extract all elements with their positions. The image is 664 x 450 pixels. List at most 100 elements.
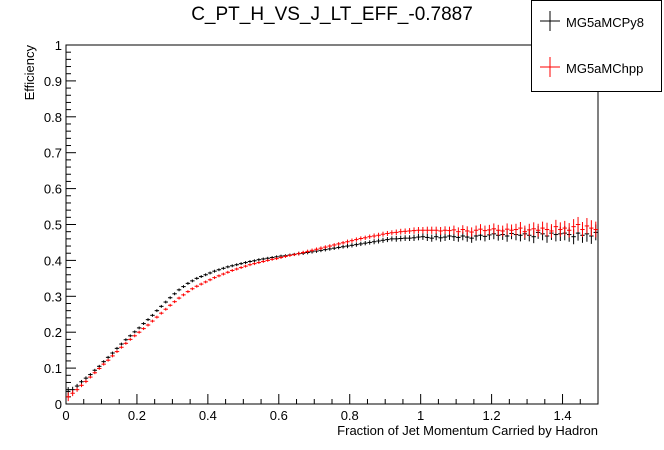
data-point xyxy=(181,285,186,289)
data-point xyxy=(367,234,372,239)
data-point xyxy=(114,350,120,354)
data-point xyxy=(150,319,155,323)
data-point xyxy=(92,371,98,375)
data-point xyxy=(535,223,541,237)
data-point xyxy=(88,373,93,376)
data-point xyxy=(349,238,355,243)
data-point xyxy=(136,326,142,330)
data-point xyxy=(167,303,173,307)
data-point xyxy=(194,276,199,280)
data-point xyxy=(252,259,257,263)
data-point xyxy=(252,262,257,266)
data-point xyxy=(74,387,80,392)
data-point xyxy=(243,264,248,268)
data-point xyxy=(256,258,262,262)
data-point xyxy=(225,270,231,274)
x-tick-label: 0.8 xyxy=(341,408,359,423)
data-point xyxy=(460,225,465,234)
data-point xyxy=(394,229,399,236)
data-point xyxy=(287,253,293,257)
data-point xyxy=(531,222,536,236)
data-point xyxy=(305,249,310,254)
data-point xyxy=(425,226,430,234)
data-point xyxy=(593,221,598,238)
data-point xyxy=(159,311,164,315)
y-tick-label: 0.1 xyxy=(44,361,62,376)
data-point xyxy=(66,392,71,402)
data-point xyxy=(114,346,120,350)
data-point xyxy=(261,260,266,263)
data-point xyxy=(190,287,195,291)
data-point xyxy=(150,313,155,317)
data-point xyxy=(500,225,505,237)
data-point xyxy=(216,268,222,272)
data-point xyxy=(97,367,102,370)
data-point xyxy=(407,235,412,242)
data-point xyxy=(411,227,417,234)
data-point xyxy=(110,354,115,358)
data-point xyxy=(145,318,151,322)
data-point xyxy=(261,257,266,261)
data-point xyxy=(340,241,346,245)
data-point xyxy=(416,233,421,241)
data-point xyxy=(199,275,204,278)
data-point xyxy=(318,246,324,250)
data-point xyxy=(473,225,479,235)
data-point xyxy=(172,300,177,304)
data-point xyxy=(336,242,341,246)
data-point xyxy=(221,272,226,276)
data-point xyxy=(371,239,377,245)
data-point xyxy=(221,266,226,270)
data-point xyxy=(154,309,160,313)
data-point xyxy=(371,233,377,239)
data-point xyxy=(478,224,483,235)
data-point xyxy=(79,383,84,388)
data-point xyxy=(190,279,195,283)
legend: MG5aMCPy8 MG5aMChpp xyxy=(531,0,662,92)
x-tick-label: 0 xyxy=(62,408,69,423)
data-point xyxy=(522,225,528,238)
data-point xyxy=(349,243,355,248)
data-point xyxy=(465,226,470,236)
data-point xyxy=(389,230,395,236)
data-point xyxy=(167,296,173,300)
data-point xyxy=(314,247,319,252)
data-point xyxy=(70,390,75,397)
data-point xyxy=(207,271,213,275)
x-tick-label: 0.6 xyxy=(270,408,288,423)
data-point xyxy=(105,355,111,359)
data-point xyxy=(101,362,106,366)
data-point xyxy=(185,281,191,285)
data-point xyxy=(363,235,368,240)
data-point xyxy=(407,228,412,234)
data-point xyxy=(385,230,390,236)
data-point xyxy=(123,338,129,342)
data-point xyxy=(176,288,182,292)
data-point xyxy=(230,269,235,272)
data-point xyxy=(518,221,523,235)
plot-frame xyxy=(65,44,599,405)
data-point xyxy=(159,304,164,308)
y-tick-label: 0.8 xyxy=(44,110,62,125)
data-point xyxy=(105,358,111,362)
data-point xyxy=(429,234,434,242)
data-point xyxy=(553,219,559,234)
data-point xyxy=(332,243,337,247)
data-point xyxy=(433,233,439,241)
data-point xyxy=(203,280,208,284)
data-point xyxy=(442,233,448,242)
data-point xyxy=(447,226,452,235)
data-point xyxy=(185,290,191,294)
data-point xyxy=(438,227,443,235)
data-point xyxy=(402,228,408,235)
data-point xyxy=(345,243,350,249)
data-point xyxy=(336,245,341,250)
data-point xyxy=(456,227,461,236)
data-point xyxy=(243,261,248,264)
plot-border xyxy=(65,44,599,405)
x-axis-label: Fraction of Jet Momentum Carried by Hadr… xyxy=(337,423,598,438)
data-point xyxy=(549,224,554,238)
data-point xyxy=(172,292,177,296)
y-tick-label: 0.4 xyxy=(44,253,62,268)
